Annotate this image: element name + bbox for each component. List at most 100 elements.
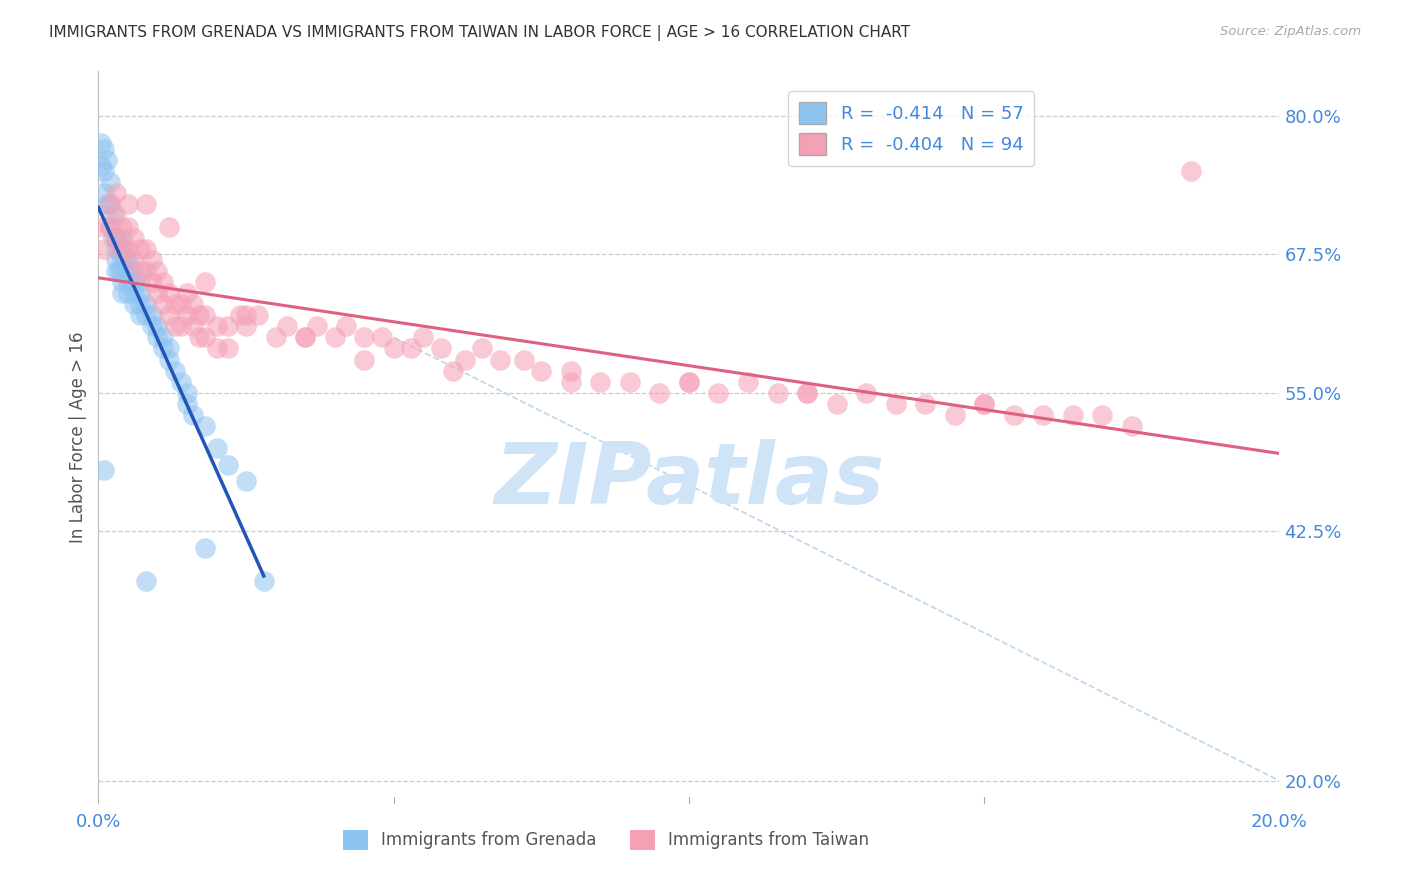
Point	[165, 363, 187, 377]
Point	[157, 285, 180, 300]
Point	[530, 363, 553, 377]
Point	[943, 408, 966, 422]
Point	[146, 330, 169, 344]
Point	[176, 285, 198, 300]
Point	[678, 375, 700, 389]
Point	[796, 385, 818, 400]
Point	[96, 153, 118, 167]
Point	[560, 363, 582, 377]
Point	[1062, 408, 1084, 422]
Point	[176, 397, 198, 411]
Point	[98, 175, 121, 189]
Point	[1180, 164, 1202, 178]
Point	[152, 342, 174, 356]
Point	[335, 319, 357, 334]
Point	[93, 242, 115, 256]
Point	[253, 574, 276, 589]
Point	[412, 330, 434, 344]
Point	[382, 342, 405, 356]
Point	[117, 197, 139, 211]
Point	[117, 242, 139, 256]
Point	[353, 330, 375, 344]
Point	[825, 397, 848, 411]
Point	[105, 252, 128, 267]
Point	[489, 352, 512, 367]
Point	[103, 230, 125, 244]
Point	[98, 197, 121, 211]
Point	[98, 219, 121, 234]
Point	[305, 319, 328, 334]
Point	[294, 330, 316, 344]
Point	[205, 342, 228, 356]
Point	[170, 319, 193, 334]
Point	[122, 252, 145, 267]
Point	[205, 319, 228, 334]
Point	[589, 375, 612, 389]
Point	[1091, 408, 1114, 422]
Point	[678, 375, 700, 389]
Point	[371, 330, 394, 344]
Text: IMMIGRANTS FROM GRENADA VS IMMIGRANTS FROM TAIWAN IN LABOR FORCE | AGE > 16 CORR: IMMIGRANTS FROM GRENADA VS IMMIGRANTS FR…	[49, 25, 910, 41]
Point	[235, 475, 257, 489]
Point	[157, 342, 180, 356]
Point	[146, 319, 169, 334]
Point	[90, 136, 112, 151]
Point	[323, 330, 346, 344]
Point	[93, 164, 115, 178]
Point	[194, 308, 217, 322]
Point	[229, 308, 252, 322]
Point	[170, 297, 193, 311]
Point	[93, 186, 115, 201]
Point	[93, 219, 115, 234]
Point	[105, 242, 128, 256]
Point	[122, 264, 145, 278]
Point	[135, 242, 157, 256]
Point	[114, 252, 136, 267]
Point	[453, 352, 475, 367]
Point	[128, 264, 150, 278]
Point	[122, 230, 145, 244]
Point	[181, 319, 204, 334]
Point	[157, 308, 180, 322]
Point	[176, 385, 198, 400]
Point	[146, 264, 169, 278]
Point	[152, 297, 174, 311]
Point	[105, 230, 128, 244]
Text: ZIPatlas: ZIPatlas	[494, 440, 884, 523]
Point	[194, 330, 217, 344]
Point	[1032, 408, 1054, 422]
Point	[181, 297, 204, 311]
Point	[111, 242, 134, 256]
Point	[187, 330, 209, 344]
Point	[111, 275, 134, 289]
Point	[111, 219, 134, 234]
Point	[111, 285, 134, 300]
Point	[128, 275, 150, 289]
Point	[141, 308, 163, 322]
Point	[117, 219, 139, 234]
Point	[128, 297, 150, 311]
Point	[122, 275, 145, 289]
Point	[914, 397, 936, 411]
Point	[157, 352, 180, 367]
Point	[165, 319, 187, 334]
Point	[619, 375, 641, 389]
Point	[217, 319, 239, 334]
Point	[401, 342, 423, 356]
Point	[111, 264, 134, 278]
Point	[176, 308, 198, 322]
Point	[217, 342, 239, 356]
Point	[264, 330, 287, 344]
Point	[98, 197, 121, 211]
Point	[108, 264, 131, 278]
Point	[560, 375, 582, 389]
Point	[122, 285, 145, 300]
Point	[135, 574, 157, 589]
Point	[105, 230, 128, 244]
Point	[181, 408, 204, 422]
Legend: Immigrants from Grenada, Immigrants from Taiwan: Immigrants from Grenada, Immigrants from…	[336, 823, 876, 856]
Point	[430, 342, 453, 356]
Point	[117, 264, 139, 278]
Point	[108, 242, 131, 256]
Point	[512, 352, 534, 367]
